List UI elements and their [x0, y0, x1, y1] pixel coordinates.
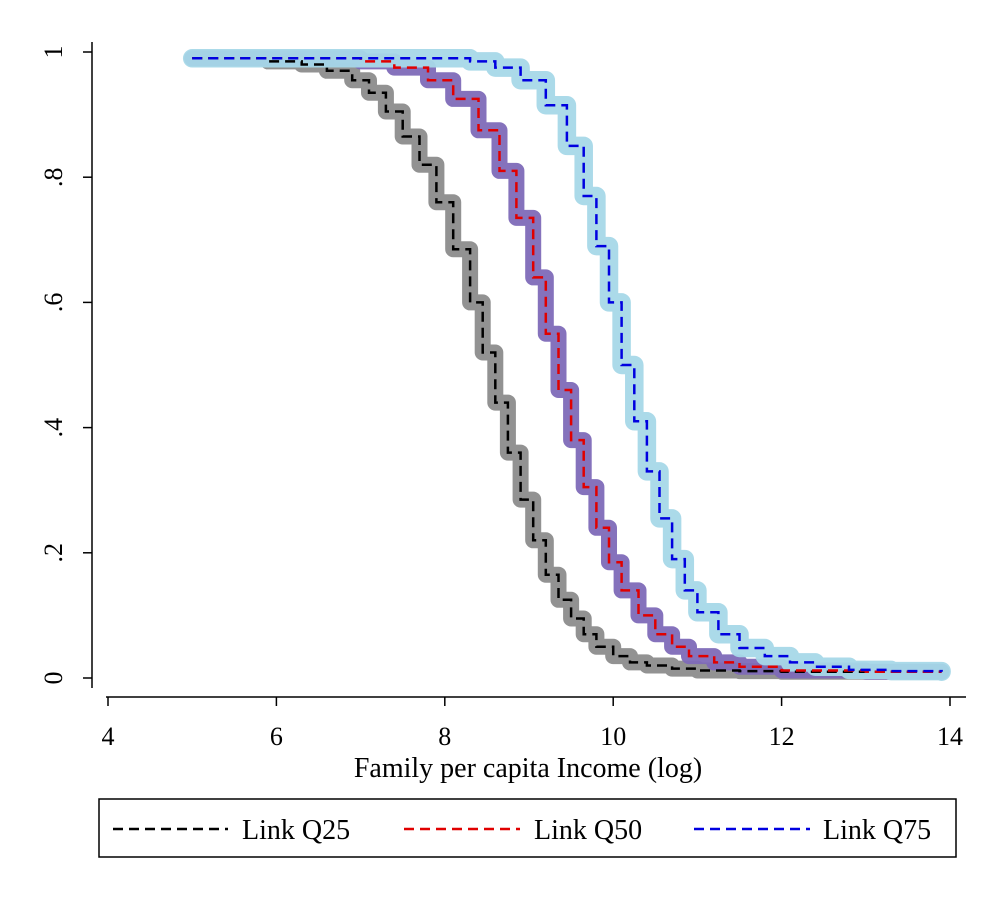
plot-area: [182, 49, 951, 681]
x-tick-label-14: 14: [937, 722, 963, 751]
legend-label-link-q50: Link Q50: [534, 815, 642, 846]
y-axis-ticks: 0 .2 .4 .6 .8 1: [39, 46, 92, 685]
y-tick-label-0.2: .2: [39, 543, 68, 563]
y-tick-label-0.4: .4: [39, 418, 68, 438]
x-axis-ticks: 4 6 8 10 12 14: [102, 697, 963, 751]
legend-items: Link Q25 Link Q50 Link Q75: [113, 815, 931, 846]
x-tick-label-10: 10: [600, 722, 626, 751]
y-tick-label-0.8: .8: [39, 167, 68, 187]
legend-label-link-q25: Link Q25: [242, 815, 350, 846]
confidence-bands: [182, 49, 951, 681]
x-tick-label-12: 12: [769, 722, 795, 751]
link-q25-line: [192, 57, 942, 673]
y-tick-label-0.6: .6: [39, 293, 68, 313]
x-axis-title: Family per capita Income (log): [354, 753, 702, 784]
x-tick-label-4: 4: [102, 722, 115, 751]
x-tick-label-8: 8: [438, 722, 451, 751]
legend: Link Q25 Link Q50 Link Q75: [98, 798, 957, 858]
link-q75-confidence-band: [182, 49, 951, 681]
x-tick-label-6: 6: [270, 722, 283, 751]
y-tick-label-0: 0: [39, 672, 68, 685]
legend-label-link-q75: Link Q75: [823, 815, 931, 846]
series-lines: [192, 57, 943, 673]
link-q75-line: [192, 57, 943, 673]
legend-box: [98, 798, 957, 858]
link-q50-line: [192, 57, 942, 673]
y-tick-label-1: 1: [39, 46, 68, 59]
